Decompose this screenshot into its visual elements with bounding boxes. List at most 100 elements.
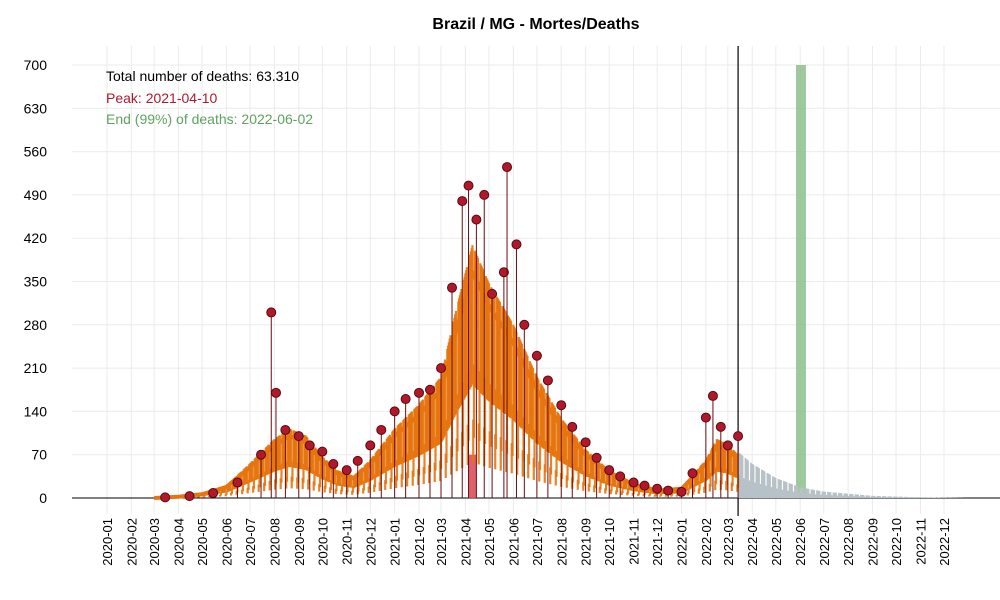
y-tick-label: 210 — [24, 360, 48, 376]
x-tick-label: 2022-02 — [699, 518, 714, 566]
x-tick-label: 2022-10 — [889, 518, 904, 566]
series — [153, 162, 968, 503]
daily-point — [208, 488, 219, 499]
x-tick-label: 2020-12 — [363, 518, 378, 566]
y-tick-label: 630 — [24, 100, 48, 116]
daily-point — [556, 400, 567, 411]
daily-point — [266, 307, 277, 318]
x-tick-label: 2020-03 — [147, 518, 162, 566]
daily-point — [479, 189, 490, 200]
y-tick-label: 280 — [24, 317, 48, 333]
x-tick-label: 2020-04 — [172, 518, 187, 566]
daily-point — [376, 424, 387, 435]
daily-point — [425, 384, 436, 395]
x-tick-label: 2022-03 — [721, 518, 736, 566]
daily-point — [457, 196, 468, 207]
x-tick-label: 2022-06 — [793, 518, 808, 566]
x-tick-label: 2020-07 — [243, 518, 258, 566]
x-tick-label: 2021-02 — [412, 518, 427, 566]
y-tick-label: 140 — [24, 403, 48, 419]
daily-point — [531, 350, 542, 361]
x-tick-label: 2022-05 — [769, 518, 784, 566]
daily-point — [463, 180, 474, 191]
annotation-peak: Peak: 2021-04-10 — [106, 90, 218, 106]
daily-point — [639, 480, 650, 491]
x-tick-label: 2021-09 — [579, 518, 594, 566]
x-tick-label: 2022-09 — [865, 518, 880, 566]
daily-point — [280, 424, 291, 435]
daily-point — [232, 477, 243, 488]
y-tick-label: 560 — [24, 144, 48, 160]
x-tick-label: 2021-12 — [650, 518, 665, 566]
daily-point — [733, 431, 744, 442]
x-tick-label: 2020-08 — [267, 518, 282, 566]
daily-point — [715, 421, 726, 432]
daily-point — [580, 437, 591, 448]
daily-point — [160, 492, 171, 503]
x-tick-label: 2022-12 — [937, 518, 952, 566]
x-tick-label: 2021-08 — [554, 518, 569, 566]
x-tick-label: 2022-04 — [745, 518, 760, 566]
daily-point — [436, 363, 447, 374]
x-tick-label: 2022-08 — [841, 518, 856, 566]
daily-point — [414, 387, 425, 398]
annotation-total-deaths: Total number of deaths: 63.310 — [106, 68, 299, 84]
y-tick-label: 350 — [24, 274, 48, 290]
x-tick-label: 2022-01 — [675, 518, 690, 566]
x-tick-label: 2021-10 — [602, 518, 617, 566]
daily-point — [542, 375, 553, 386]
daily-point — [270, 387, 281, 398]
daily-point — [341, 465, 352, 476]
x-tick-label: 2020-11 — [340, 518, 355, 565]
x-tick-label: 2021-03 — [434, 518, 449, 566]
x-tick-label: 2021-07 — [530, 518, 545, 566]
daily-point — [502, 162, 513, 173]
y-tick-label: 0 — [39, 490, 47, 506]
x-tick-label: 2020-06 — [219, 518, 234, 566]
x-tick-label: 2021-04 — [458, 518, 473, 566]
daily-point — [676, 486, 687, 497]
x-tick-label: 2021-05 — [482, 518, 497, 566]
daily-point — [400, 394, 411, 405]
daily-point — [365, 440, 376, 451]
daily-point — [352, 455, 363, 466]
daily-point — [628, 477, 639, 488]
x-tick-label: 2020-02 — [124, 518, 139, 566]
daily-point — [663, 485, 674, 496]
daily-point — [389, 406, 400, 417]
x-tick-label: 2022-11 — [913, 518, 928, 565]
peak-marker-band — [468, 454, 477, 498]
daily-point — [567, 421, 578, 432]
daily-point — [184, 491, 195, 502]
daily-point — [447, 282, 458, 293]
x-tick-label: 2020-10 — [315, 518, 330, 566]
daily-point — [304, 440, 315, 451]
daily-point — [722, 440, 733, 451]
end-marker-band — [795, 65, 806, 498]
daily-point — [604, 465, 615, 476]
daily-point — [498, 267, 509, 278]
y-tick-label: 70 — [31, 447, 47, 463]
daily-point — [519, 319, 530, 330]
daily-point — [256, 449, 267, 460]
daily-point — [707, 390, 718, 401]
daily-point — [293, 431, 304, 442]
x-tick-label: 2022-07 — [817, 518, 832, 566]
daily-point — [700, 412, 711, 423]
daily-point — [317, 446, 328, 457]
x-tick-label: 2020-09 — [292, 518, 307, 566]
y-tick-label: 490 — [24, 187, 48, 203]
x-axis: 2020-01 2020-02 2020-03 2020-04 2020-05 2020-… — [100, 518, 952, 566]
daily-point — [591, 452, 602, 463]
annotation-end: End (99%) of deaths: 2022-06-02 — [106, 111, 313, 127]
daily-point — [487, 288, 498, 299]
x-tick-label: 2020-05 — [195, 518, 210, 566]
y-axis: 0 70 140 210 280 350 420 490 560 630 700 — [24, 57, 48, 506]
daily-point — [687, 468, 698, 479]
daily-point — [511, 239, 522, 250]
daily-point — [471, 214, 482, 225]
x-tick-label: 2021-11 — [627, 518, 642, 565]
x-tick-label: 2021-01 — [388, 518, 403, 566]
y-tick-label: 420 — [24, 230, 48, 246]
